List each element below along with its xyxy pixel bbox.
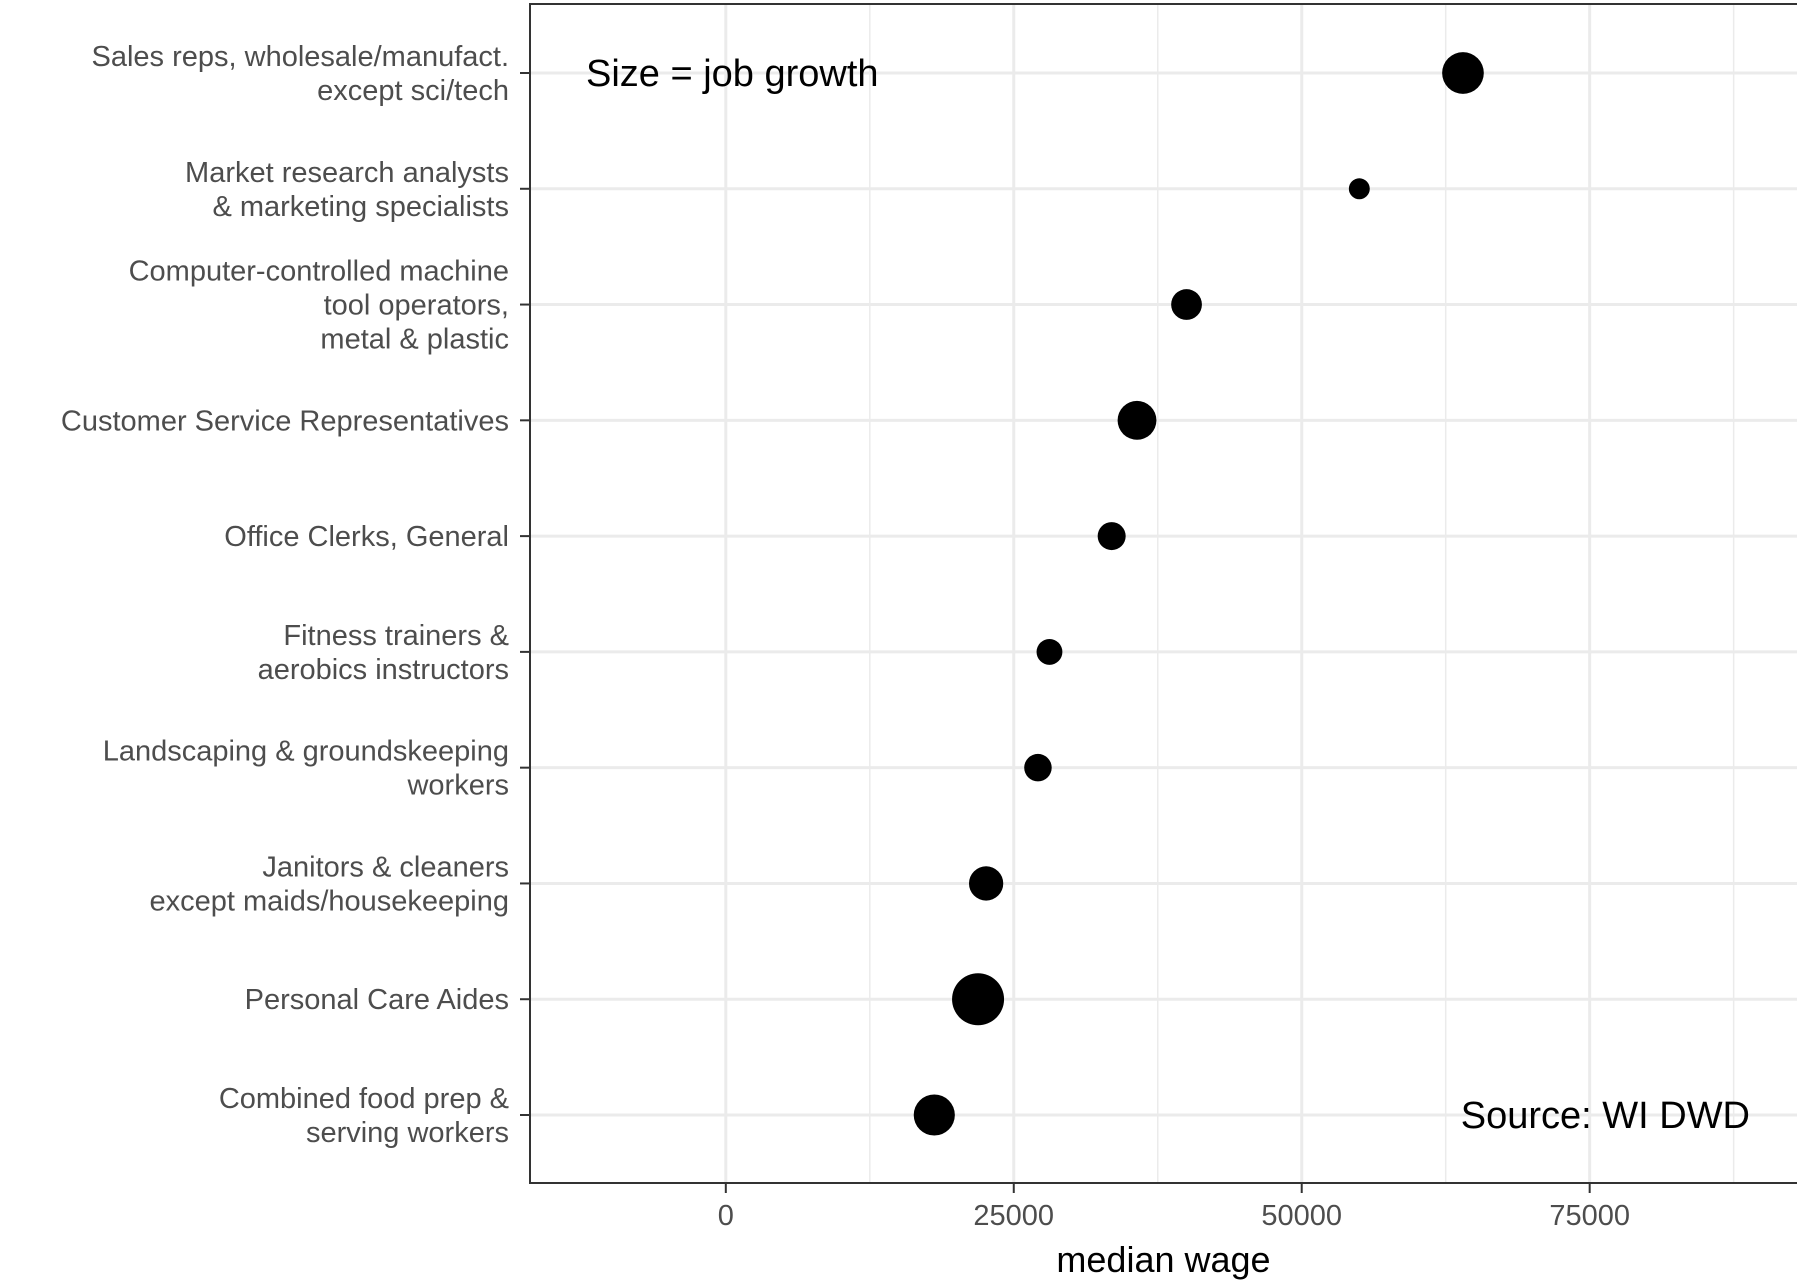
source-annotation: Source: WI DWD <box>1461 1095 1750 1137</box>
x-tick-label: 50000 <box>1261 1200 1342 1232</box>
data-point <box>968 866 1004 901</box>
data-point <box>1171 289 1202 320</box>
minor-gridlines <box>869 4 1735 1183</box>
data-point <box>1024 753 1052 782</box>
data-points <box>913 52 1484 1136</box>
y-tick-label: Computer-controlled machine tool operator… <box>129 256 509 356</box>
data-point <box>1036 638 1063 665</box>
y-tick-label: Janitors & cleaners except maids/housekee… <box>149 851 509 917</box>
data-point <box>1117 400 1157 440</box>
x-tick-label: 0 <box>718 1200 734 1232</box>
size-legend-annotation: Size = job growth <box>586 53 879 95</box>
y-tick-label: Fitness trainers & aerobics instructors <box>258 620 509 686</box>
data-point <box>1348 178 1370 200</box>
y-tick-label: Landscaping & groundskeeping workers <box>103 736 509 802</box>
panel-border <box>529 3 1797 1184</box>
y-tick-label: Office Clerks, General <box>224 521 509 553</box>
y-tick-label: Customer Service Representatives <box>61 405 509 437</box>
y-axis: Sales reps, wholesale/manufact. except sc… <box>61 41 530 1149</box>
x-tick-label: 25000 <box>973 1200 1054 1232</box>
major-gridlines <box>530 4 1797 1183</box>
data-point <box>913 1094 955 1136</box>
x-axis-title: median wage <box>1056 1239 1270 1280</box>
y-tick-label: Personal Care Aides <box>245 984 509 1016</box>
y-tick-label: Market research analysts & marketing spec… <box>185 157 509 223</box>
y-tick-label: Sales reps, wholesale/manufact. except sc… <box>92 41 510 107</box>
x-tick-label: 75000 <box>1549 1200 1630 1232</box>
data-point <box>952 973 1005 1026</box>
y-tick-label: Combined food prep & serving workers <box>219 1083 509 1149</box>
data-point <box>1442 52 1484 94</box>
data-point <box>1097 522 1126 551</box>
x-axis: 0 25000 50000 75000 <box>718 1183 1630 1232</box>
